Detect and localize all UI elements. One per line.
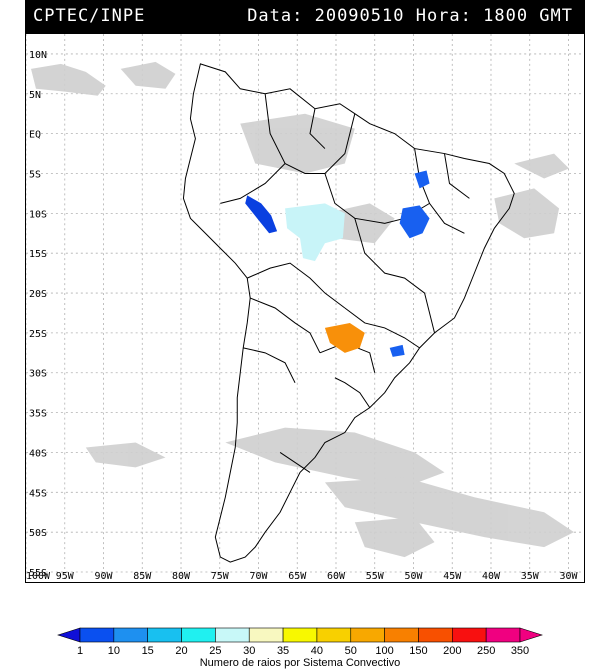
legend-value-label: 350	[511, 645, 529, 657]
date-time-label: Data: 20090510 Hora: 1800 GMT	[247, 6, 573, 26]
map-panel: 10N5NEQ5S10S15S20S25S30S35S40S45S50S55S …	[25, 33, 585, 583]
lat-label: 40S	[29, 448, 47, 459]
continent-outline	[182, 63, 515, 563]
legend-value-label: 40	[311, 645, 323, 657]
lat-label: 15S	[29, 249, 47, 260]
lon-label: 80W	[172, 571, 190, 582]
latitude-labels: 10N 5N EQ 5S 10S 15S 20S 25S 30S 35S 40S 45S 50S 55S	[29, 50, 47, 579]
legend-swatch	[350, 627, 385, 643]
cloud-cover	[31, 61, 575, 558]
legend-value-label: 50	[345, 645, 357, 657]
legend-swatch	[282, 627, 318, 643]
legend-value-label: 15	[142, 645, 154, 657]
lat-label: 45S	[29, 488, 47, 499]
lon-label: 70W	[250, 571, 268, 582]
lat-label: 5N	[29, 90, 41, 101]
legend-swatch	[248, 627, 284, 643]
legend-swatch	[452, 627, 487, 643]
lon-label: 75W	[211, 571, 229, 582]
legend-swatch	[181, 627, 216, 643]
legend-swatch	[316, 627, 352, 643]
lon-label: 35W	[521, 571, 539, 582]
system-blue-east	[399, 205, 430, 239]
lat-label: 10S	[29, 209, 47, 220]
legend-value-label: 100	[375, 645, 393, 657]
lon-label: 100W	[26, 571, 50, 582]
legend-swatch	[485, 627, 521, 643]
system-orange	[324, 322, 365, 353]
lon-label: 90W	[95, 571, 113, 582]
system-light-cyan	[285, 203, 345, 262]
lat-label: 5S	[29, 169, 41, 180]
lon-label: 45W	[443, 571, 461, 582]
lat-label: 25S	[29, 329, 47, 340]
lon-label: 65W	[288, 571, 306, 582]
lon-label: 30W	[559, 571, 577, 582]
legend-value-label: 150	[409, 645, 427, 657]
system-blue-small	[389, 344, 405, 357]
lat-label: 20S	[29, 289, 47, 300]
lat-label: 55S	[29, 568, 47, 579]
lon-label: 60W	[327, 571, 345, 582]
legend-swatch	[113, 627, 148, 643]
legend: 1 10 15 20 25 30 35 40 50 100 150 200 250 350 Numero …	[57, 627, 543, 669]
legend-arrow-left	[57, 627, 81, 643]
lon-label: 95W	[56, 571, 74, 582]
lat-label: EQ	[29, 130, 41, 141]
lat-label: 35S	[29, 409, 47, 420]
lat-label: 30S	[29, 369, 47, 380]
legend-title: Numero de raios por Sistema Convectivo	[200, 657, 401, 669]
legend-value-labels: 1 10 15 20 25 30 35 40 50 100 150 200 250 350	[77, 645, 529, 657]
legend-value-label: 200	[443, 645, 461, 657]
title-bar: CPTEC/INPE Data: 20090510 Hora: 1800 GMT	[25, 0, 585, 33]
lon-label: 40W	[482, 571, 500, 582]
legend-value-label: 25	[209, 645, 221, 657]
legend-value-label: 35	[277, 645, 289, 657]
system-blue-ne	[414, 170, 430, 189]
lon-label: 50W	[405, 571, 423, 582]
legend-swatch	[384, 627, 419, 643]
legend-value-label: 20	[175, 645, 187, 657]
legend-value-label: 30	[243, 645, 255, 657]
legend-swatch	[79, 627, 115, 643]
org-label: CPTEC/INPE	[33, 6, 146, 26]
legend-value-label: 10	[108, 645, 120, 657]
lon-label: 55W	[366, 571, 384, 582]
system-blue-west	[245, 195, 278, 234]
legend-arrow-right	[519, 627, 543, 643]
convective-systems	[245, 170, 430, 357]
legend-colorbar	[57, 627, 543, 643]
legend-swatch	[215, 627, 250, 643]
lat-label: 10N	[29, 50, 47, 61]
legend-value-label: 250	[477, 645, 495, 657]
legend-swatch	[147, 627, 182, 643]
lat-label: 50S	[29, 528, 47, 539]
legend-value-label: 1	[77, 645, 83, 657]
longitude-labels: 100W 95W 90W 85W 80W 75W 70W 65W 60W 55W 50W 45W 40W…	[26, 571, 577, 582]
legend-swatch	[418, 627, 453, 643]
lon-label: 85W	[133, 571, 151, 582]
